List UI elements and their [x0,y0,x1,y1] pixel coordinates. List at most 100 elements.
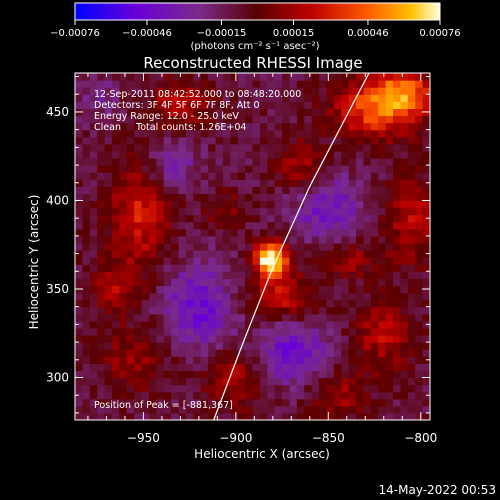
heatmap-cell [104,129,113,138]
heatmap-cell [171,320,180,329]
heatmap-cell [178,186,187,194]
heatmap-cell [296,349,305,357]
heatmap-cell [326,370,335,379]
heatmap-cell [230,335,239,343]
heatmap-cell [171,172,180,180]
heatmap-cell [215,271,224,279]
heatmap-cell [163,306,172,315]
heatmap-cell [215,384,224,393]
heatmap-cell [393,257,402,265]
heatmap-cell [222,335,231,343]
heatmap-cell [119,221,128,230]
heatmap-cell [222,214,231,223]
heatmap-cell [230,108,239,117]
heatmap-cell [185,122,194,131]
heatmap-cell [348,193,357,202]
heatmap-cell [119,94,128,102]
heatmap-cell [111,87,120,95]
heatmap-cell [185,221,194,230]
heatmap-cell [208,292,217,301]
heatmap-cell [348,342,357,350]
heatmap-cell [363,342,372,350]
heatmap-cell [393,327,402,336]
heatmap-cell [407,349,416,357]
heatmap-cell [370,80,379,88]
heatmap-cell [333,356,342,364]
heatmap-cell [185,228,194,237]
heatmap-cell [319,143,328,152]
heatmap-cell [356,80,365,88]
heatmap-cell [422,384,430,393]
heatmap-cell [200,342,209,350]
heatmap-cell [148,122,157,131]
heatmap-cell [97,335,106,343]
heatmap-cell [126,172,135,180]
heatmap-cell [326,200,335,209]
heatmap-cell [363,320,372,329]
heatmap-cell [237,136,246,145]
heatmap-cell [267,87,276,95]
heatmap-cell [97,136,106,145]
heatmap-cell [252,313,261,322]
heatmap-cell [363,377,372,386]
heatmap-cell [178,264,187,272]
heatmap-cell [370,73,379,81]
heatmap-cell [163,143,172,152]
heatmap-cell [97,320,106,329]
heatmap-cell [370,335,379,343]
heatmap-cell [134,150,143,159]
heatmap-cell [200,143,209,152]
heatmap-cell [407,101,416,110]
heatmap-cell [407,306,416,315]
heatmap-cell [333,242,342,251]
heatmap-cell [319,73,328,81]
heatmap-cell [200,292,209,301]
heatmap-cell [341,165,350,173]
heatmap-cell [385,228,394,237]
heatmap-cell [163,264,172,272]
heatmap-cell [259,264,268,272]
heatmap-cell [341,129,350,138]
heatmap-cell [356,405,365,414]
heatmap-cell [415,398,424,407]
heatmap-cell [126,242,135,251]
heatmap-cell [319,221,328,230]
heatmap-cell [393,349,402,357]
heatmap-cell [385,200,394,209]
heatmap-cell [82,285,91,294]
heatmap-cell [363,207,372,216]
heatmap-cell [126,405,135,414]
heatmap-cell [311,136,320,145]
heatmap-cell [274,193,283,202]
heatmap-cell [356,342,365,350]
heatmap-cell [230,342,239,350]
heatmap-cell [215,235,224,244]
heatmap-cell [237,384,246,393]
heatmap-cell [289,363,298,372]
heatmap-cell [348,129,357,138]
heatmap-cell [282,87,291,95]
heatmap-cell [134,129,143,138]
heatmap-cell [156,221,165,230]
heatmap-cell [407,327,416,336]
heatmap-cell [141,200,150,209]
heatmap-cell [171,108,180,117]
heatmap-cell [200,278,209,287]
heatmap-cell [385,186,394,194]
heatmap-cell [341,398,350,407]
heatmap-cell [126,250,135,258]
heatmap-cell [178,271,187,279]
heatmap-cell [111,235,120,244]
heatmap-cell [104,377,113,386]
heatmap-cell [393,186,402,194]
heatmap-cell [259,129,268,138]
heatmap-cell [385,122,394,131]
heatmap-cell [274,108,283,117]
heatmap-cell [185,242,194,251]
heatmap-cell [134,264,143,272]
heatmap-cell [400,221,409,230]
heatmap-cell [245,221,254,230]
heatmap-cell [82,264,91,272]
heatmap-cell [222,165,231,173]
heatmap-cell [208,285,217,294]
